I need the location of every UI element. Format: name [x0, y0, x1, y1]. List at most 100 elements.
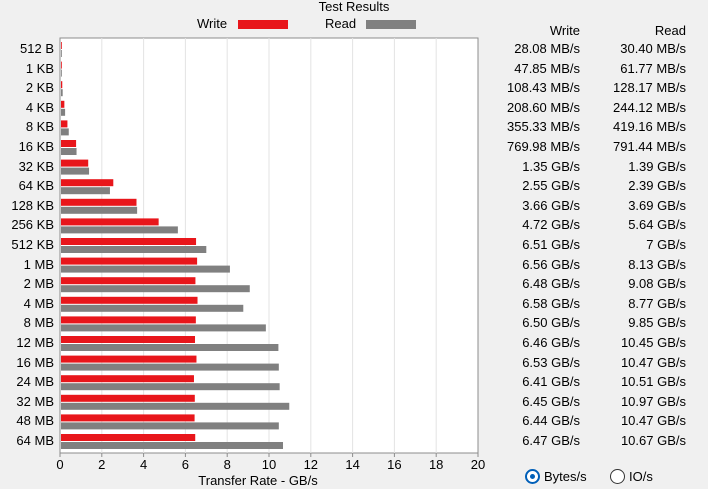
- read-rate-cell: 10.97 GB/s: [620, 393, 686, 409]
- read-bar: [61, 167, 90, 175]
- write-rate-cell: 47.85 MB/s: [514, 60, 580, 76]
- write-bar: [61, 277, 196, 285]
- write-rate-cell: 6.51 GB/s: [522, 237, 580, 252]
- chart-title: Test Results: [318, 0, 390, 14]
- write-bar: [61, 394, 195, 402]
- size-label: 12 MB: [16, 335, 54, 350]
- read-rate-cell: 791.44 MB/s: [613, 139, 686, 154]
- size-label: 256 KB: [11, 217, 54, 233]
- read-rate-cell: 9.08 GB/s: [628, 276, 686, 292]
- bytes-per-second-radio[interactable]: Bytes/s: [525, 469, 587, 484]
- x-axis-label: Transfer Rate - GB/s: [198, 473, 318, 488]
- size-label: 48 MB: [16, 413, 54, 429]
- size-label: 1 KB: [25, 60, 54, 76]
- write-column-header: Write: [549, 23, 580, 38]
- io-per-second-label: IO/s: [629, 469, 653, 484]
- size-label: 8 MB: [23, 315, 54, 331]
- write-bar: [61, 159, 89, 167]
- x-tick-label: 20: [471, 457, 485, 472]
- write-rate-cell: 6.50 GB/s: [522, 315, 580, 331]
- write-bar: [61, 296, 198, 304]
- read-bar: [61, 363, 279, 371]
- write-bar: [61, 355, 197, 363]
- write-rate-cell: 6.58 GB/s: [522, 295, 580, 311]
- read-bar: [61, 285, 250, 293]
- read-bar: [61, 246, 207, 253]
- write-bar: [61, 120, 68, 128]
- read-bar: [61, 187, 110, 195]
- read-bar: [61, 89, 63, 97]
- write-bar: [61, 238, 197, 245]
- read-bar: [61, 422, 279, 430]
- read-bar: [61, 442, 284, 449]
- read-rate-cell: 10.51 GB/s: [620, 374, 686, 390]
- read-rate-cell: 30.40 MB/s: [620, 41, 686, 56]
- read-bar: [61, 344, 279, 351]
- write-rate-cell: 6.56 GB/s: [522, 256, 580, 272]
- size-label: 16 KB: [18, 139, 54, 154]
- read-bar: [61, 108, 66, 116]
- read-rate-cell: 1.39 GB/s: [628, 158, 686, 174]
- size-label: 64 KB: [18, 178, 54, 194]
- read-rate-cell: 10.45 GB/s: [620, 335, 686, 350]
- read-bar: [61, 148, 77, 155]
- x-tick-label: 0: [56, 457, 63, 472]
- io-per-second-radio[interactable]: IO/s: [610, 469, 653, 484]
- read-bar: [61, 304, 244, 312]
- bytes-per-second-label: Bytes/s: [544, 469, 587, 484]
- write-bar: [61, 218, 159, 226]
- write-bar: [61, 100, 65, 108]
- write-rate-cell: 6.48 GB/s: [522, 276, 580, 292]
- read-rate-cell: 10.67 GB/s: [620, 433, 686, 448]
- size-label: 8 KB: [25, 119, 54, 135]
- read-rate-cell: 128.17 MB/s: [613, 80, 686, 96]
- x-tick-label: 12: [304, 457, 318, 472]
- read-rate-cell: 8.13 GB/s: [628, 256, 686, 272]
- x-tick-label: 14: [345, 457, 359, 472]
- write-bar: [61, 81, 63, 89]
- radio-checked-icon: [525, 469, 540, 484]
- size-label: 24 MB: [16, 374, 54, 390]
- read-rate-cell: 244.12 MB/s: [613, 99, 686, 115]
- read-rate-cell: 7 GB/s: [646, 237, 686, 252]
- read-bar: [61, 383, 280, 391]
- write-rate-cell: 208.60 MB/s: [507, 99, 580, 115]
- write-rate-cell: 4.72 GB/s: [522, 217, 580, 233]
- write-rate-cell: 6.44 GB/s: [522, 413, 580, 429]
- write-rate-cell: 2.55 GB/s: [522, 178, 580, 194]
- size-label: 4 KB: [25, 99, 54, 115]
- read-bar: [61, 69, 62, 77]
- bar-group: [61, 42, 290, 449]
- x-tick-label: 16: [387, 457, 401, 472]
- write-rate-cell: 108.43 MB/s: [507, 80, 580, 96]
- read-bar: [61, 50, 62, 57]
- read-bar: [61, 402, 290, 410]
- write-rate-cell: 3.66 GB/s: [522, 197, 580, 213]
- write-bar: [61, 61, 62, 69]
- write-bar: [61, 336, 196, 343]
- read-rate-cell: 10.47 GB/s: [620, 354, 686, 370]
- legend-read-label: Read: [325, 16, 357, 31]
- write-rate-cell: 355.33 MB/s: [507, 119, 580, 135]
- legend-write-swatch: [238, 20, 288, 29]
- size-label: 2 MB: [23, 276, 54, 292]
- read-rate-cell: 5.64 GB/s: [628, 217, 686, 233]
- write-bar: [61, 414, 195, 422]
- legend-write-label: Write: [197, 16, 228, 31]
- read-column-header: Read: [654, 23, 686, 38]
- size-label: 512 B: [20, 41, 54, 56]
- size-label: 2 KB: [25, 80, 54, 96]
- x-tick-label: 6: [182, 457, 189, 472]
- write-bar: [61, 257, 198, 265]
- write-bar: [61, 42, 62, 49]
- write-rate-cell: 769.98 MB/s: [507, 139, 580, 154]
- write-bar: [61, 375, 194, 383]
- x-tick-label: 8: [224, 457, 231, 472]
- read-bar: [61, 128, 69, 136]
- size-label: 64 MB: [16, 433, 54, 448]
- read-rate-cell: 2.39 GB/s: [628, 178, 686, 194]
- size-label: 16 MB: [16, 354, 54, 370]
- read-bar: [61, 226, 178, 234]
- write-rate-cell: 6.53 GB/s: [522, 354, 580, 370]
